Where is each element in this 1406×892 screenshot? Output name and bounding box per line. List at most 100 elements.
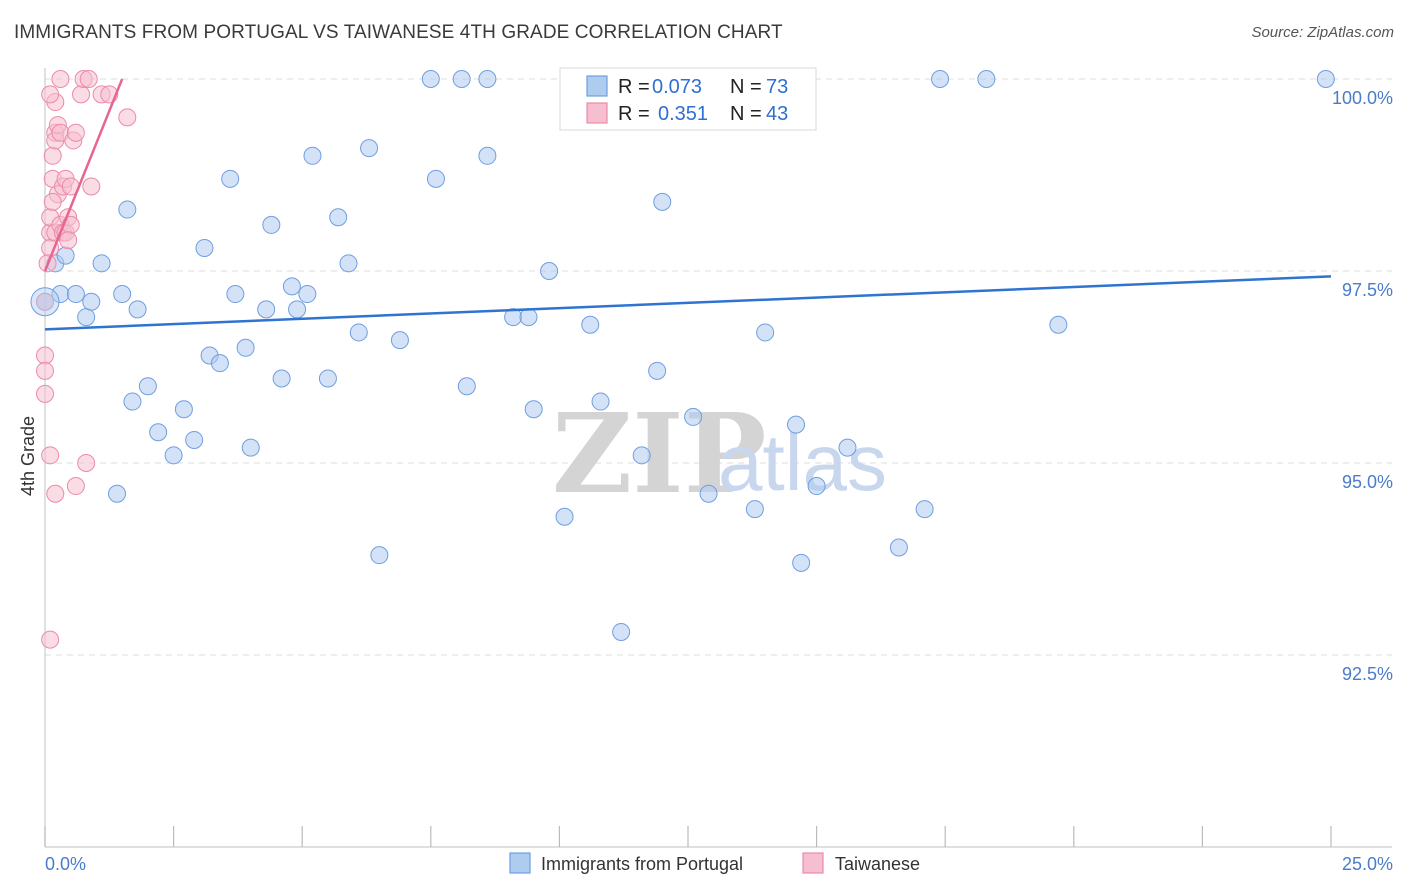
taiwanese-point — [41, 630, 60, 649]
taiwanese-trend-line — [43, 78, 124, 272]
stats-r-label-1: R = — [618, 76, 650, 98]
portugal-point — [699, 484, 718, 503]
portugal-point — [77, 308, 96, 327]
portugal-point — [303, 146, 322, 165]
taiwanese-point — [82, 177, 101, 196]
taiwanese-point — [41, 446, 60, 465]
portugal-point — [164, 446, 183, 465]
taiwanese-point — [36, 361, 54, 380]
portugal-point — [262, 215, 281, 234]
portugal-point — [390, 331, 409, 350]
taiwanese-point — [36, 384, 54, 403]
portugal-point — [787, 415, 806, 434]
taiwanese-point — [41, 85, 60, 104]
portugal-trend-line — [44, 275, 1332, 331]
portugal-point — [421, 70, 440, 88]
portugal-point — [1316, 70, 1335, 88]
taiwanese-point — [77, 454, 96, 472]
taiwanese-point — [66, 477, 85, 496]
portugal-point — [221, 169, 240, 188]
legend-label-portugal: Immigrants from Portugal — [541, 854, 743, 874]
portugal-point — [360, 139, 379, 158]
taiwanese-point — [59, 231, 78, 250]
bottom-legend: Immigrants from Portugal Taiwanese — [509, 852, 920, 874]
portugal-point — [452, 70, 471, 88]
portugal-point — [349, 323, 368, 342]
portugal-point — [745, 500, 764, 519]
portugal-point — [524, 400, 543, 419]
portugal-point — [457, 377, 476, 396]
trend-layer — [43, 78, 1332, 331]
stats-swatch-blue — [586, 75, 608, 97]
watermark-zip: ZIP — [552, 389, 766, 518]
tick-label-layer: 92.5% 95.0% 97.5% 100.0% 0.0% 25.0% — [45, 88, 1393, 874]
y-tick-label: 97.5% — [1342, 280, 1393, 300]
portugal-point — [108, 484, 127, 503]
stats-n-label-2: N = — [730, 103, 762, 125]
portugal-point — [56, 246, 75, 265]
taiwanese-point — [118, 108, 137, 127]
portugal-point — [236, 338, 255, 357]
portugal-point — [370, 546, 389, 565]
taiwanese-point — [36, 346, 54, 365]
portugal-point — [519, 308, 538, 327]
grid-layer — [45, 78, 1392, 656]
y-tick-label: 100.0% — [1332, 88, 1393, 108]
portugal-point — [807, 477, 826, 496]
portugal-point — [185, 430, 204, 449]
portugal-point — [478, 70, 497, 88]
portugal-point — [540, 262, 559, 280]
stats-swatch-pink — [586, 102, 608, 124]
portugal-point — [30, 287, 60, 317]
watermark: ZIP atlas — [552, 389, 887, 518]
portugal-point — [591, 392, 610, 411]
taiwanese-point — [43, 192, 62, 211]
watermark-atlas: atlas — [718, 418, 887, 507]
portugal-point — [257, 300, 276, 319]
portugal-point — [66, 285, 85, 304]
portugal-point — [82, 292, 101, 311]
portugal-point — [113, 285, 132, 304]
portugal-point — [241, 438, 260, 457]
portugal-point — [838, 438, 857, 457]
portugal-point — [329, 208, 348, 227]
portugal-point — [792, 553, 811, 572]
portugal-point — [226, 285, 245, 304]
legend-label-taiwanese: Taiwanese — [835, 854, 920, 874]
portugal-point — [756, 323, 775, 342]
stats-r-label-2: R = — [618, 103, 650, 125]
portugal-point — [915, 500, 934, 519]
portugal-point — [931, 70, 950, 88]
y-tick-label: 92.5% — [1342, 664, 1393, 684]
portugal-point — [210, 354, 229, 373]
x-tick-label: 25.0% — [1342, 854, 1393, 874]
portugal-point — [426, 169, 445, 188]
stats-n-label-1: N = — [730, 76, 762, 98]
portugal-point — [92, 254, 111, 273]
portugal-point — [648, 361, 667, 380]
stats-legend: R = 0.073 N = 73 R = 0.351 N = 43 — [559, 67, 817, 131]
y-axis-title: 4th Grade — [18, 416, 38, 496]
portugal-point — [612, 622, 631, 641]
source-label: Source: ZipAtlas.com — [1251, 24, 1394, 41]
taiwanese-point — [51, 70, 70, 88]
legend-swatch-taiwanese — [802, 852, 824, 874]
portugal-point — [1049, 315, 1068, 334]
taiwanese-point — [72, 85, 91, 104]
points-layer — [30, 70, 1335, 649]
portugal-point — [684, 407, 703, 426]
portugal-point — [272, 369, 291, 388]
portugal-point — [282, 277, 301, 296]
portugal-point — [318, 369, 337, 388]
taiwanese-point — [43, 146, 62, 165]
chart-title: IMMIGRANTS FROM PORTUGAL VS TAIWANESE 4T… — [14, 22, 783, 43]
taiwanese-point — [66, 123, 85, 142]
portugal-point — [195, 238, 214, 257]
portugal-point — [118, 200, 137, 219]
portugal-point — [632, 446, 651, 465]
y-tick-label: 95.0% — [1342, 472, 1393, 492]
stats-r-value-2: 0.351 — [658, 103, 708, 125]
legend-swatch-portugal — [509, 852, 531, 874]
portugal-point — [339, 254, 358, 273]
taiwanese-point — [46, 484, 65, 503]
